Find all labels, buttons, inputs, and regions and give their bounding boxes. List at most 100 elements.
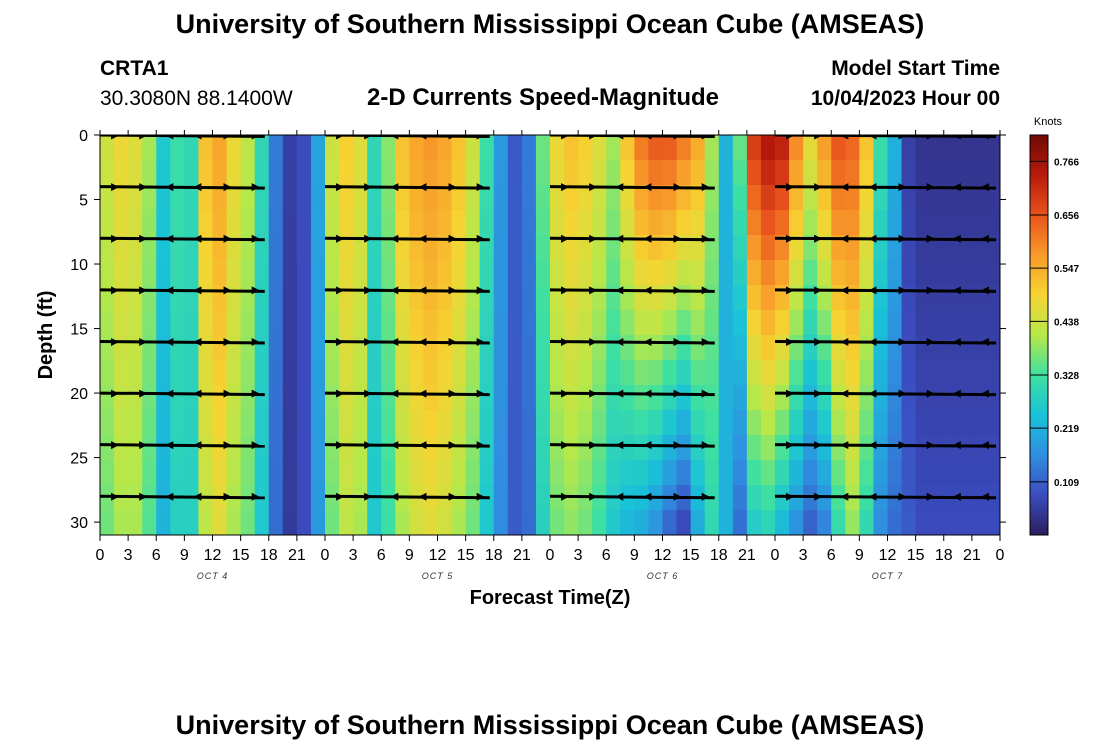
heatmap-cell (310, 160, 326, 186)
current-vector-arrow (418, 135, 427, 140)
heatmap-cell (676, 285, 692, 311)
heatmap-cell (128, 210, 143, 236)
heatmap-cell (634, 160, 650, 186)
heatmap-cell (395, 260, 410, 286)
heatmap-cell (367, 160, 382, 186)
current-vector-arrow (336, 234, 345, 243)
heatmap-cell (395, 510, 410, 535)
current-vector-line (549, 339, 715, 345)
heatmap-cell (704, 360, 720, 386)
heatmap-cell (381, 410, 396, 436)
heatmap-cell (718, 260, 734, 286)
heatmap-cell (592, 210, 607, 236)
heatmap-cell (254, 310, 270, 336)
heatmap-cell (493, 260, 509, 286)
heatmap-cell (100, 510, 115, 535)
heatmap-cell (859, 235, 875, 261)
current-vector-arrow (814, 183, 823, 192)
heatmap-cell (760, 310, 776, 336)
heatmap-cell (437, 160, 453, 186)
heatmap-cell (817, 360, 832, 386)
heatmap-cell (985, 435, 1000, 461)
heatmap-cell (254, 335, 270, 361)
heatmap-cell (789, 135, 804, 161)
heatmap-cell (873, 135, 889, 161)
heatmap-cell (718, 285, 734, 311)
heatmap-cell (676, 335, 692, 361)
heatmap-cell (395, 160, 410, 186)
current-vector-arrow (336, 492, 345, 501)
x-tick-label: 0 (321, 547, 330, 564)
heatmap-cell (929, 385, 945, 411)
current-vector-arrow (251, 286, 260, 295)
heatmap-cell (310, 235, 326, 261)
current-vector-arrow (165, 441, 174, 450)
current-vector-line (100, 443, 265, 448)
current-vector-arrow (418, 441, 427, 450)
heatmap-cell (592, 410, 607, 436)
heatmap-cell (282, 285, 298, 311)
current-vector-arrow (476, 441, 485, 450)
current-vector-arrow (898, 492, 907, 501)
heatmap-cell (760, 210, 776, 236)
heatmap-cell (718, 135, 734, 161)
heatmap-cell (296, 360, 312, 386)
heatmap-cell (507, 410, 523, 436)
heatmap-cell (901, 460, 917, 486)
chart-title: 2-D Currents Speed-Magnitude (367, 84, 720, 111)
heatmap-cell (817, 510, 832, 535)
colorbar-tick-label: 0.547 (1054, 264, 1079, 275)
heatmap-cell (451, 210, 467, 236)
heatmap-cell (339, 460, 354, 486)
heatmap-cell (128, 410, 143, 436)
heatmap-cell (578, 360, 593, 386)
heatmap-cell (676, 385, 692, 411)
heatmap-cell (479, 260, 495, 286)
heatmap-cell (507, 510, 523, 535)
heatmap-cell (676, 185, 692, 211)
heatmap-cell (634, 185, 650, 211)
current-vector-arrow (251, 441, 260, 450)
heatmap-cell (620, 210, 635, 236)
current-vector-arrow (476, 286, 485, 295)
heatmap-cell (198, 385, 214, 411)
heatmap-cell (381, 360, 396, 386)
heatmap-cell (732, 360, 748, 386)
heatmap-cell (887, 385, 903, 411)
heatmap-cell (198, 460, 214, 486)
current-vector-arrow (111, 441, 120, 450)
heatmap-cell (606, 335, 621, 361)
heatmap-cell (282, 510, 298, 535)
heatmap-cell (606, 435, 621, 461)
heatmap-cell (437, 510, 453, 535)
current-vector-line (100, 185, 265, 190)
heatmap-cell (114, 410, 129, 436)
heatmap-cell (198, 235, 214, 261)
heatmap-cell (859, 310, 875, 336)
heatmap-cell (760, 160, 776, 186)
heatmap-cell (606, 385, 621, 411)
current-vector-arrow (476, 492, 485, 501)
heatmap-cell (465, 210, 481, 236)
current-vector-arrow (476, 234, 485, 243)
heatmap-cell (479, 385, 495, 411)
heatmap-cell (943, 460, 959, 486)
current-vector-arrow (448, 135, 457, 140)
heatmap-cell (128, 185, 143, 211)
heatmap-cell (493, 160, 509, 186)
heatmap-cell (831, 385, 846, 411)
current-speed-chart: 0 3 6 9 12 15 18 21 0 3 6 9 12 15 18 21 0 3 6 9 12 15 18 21 0 3 6 9… (35, 116, 1079, 609)
heatmap-cell (775, 510, 790, 535)
heatmap-cell (690, 310, 706, 336)
current-vector-arrow (111, 183, 120, 192)
heatmap-cell (550, 360, 565, 386)
heatmap-cell (465, 160, 481, 186)
heatmap-cell (198, 135, 214, 161)
heatmap-cell (943, 160, 959, 186)
heatmap-cell (325, 210, 340, 236)
current-vector-arrow (615, 337, 624, 346)
heatmap-cell (535, 235, 551, 261)
y-tick-label: 10 (70, 257, 88, 274)
heatmap-cell (325, 260, 340, 286)
heatmap-cell (268, 385, 284, 411)
